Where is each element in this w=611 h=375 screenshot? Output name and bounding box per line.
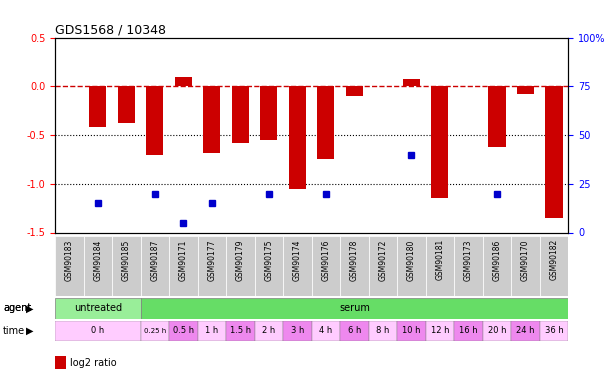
Bar [255,321,283,341]
Bar [340,236,368,296]
Bar [55,298,141,319]
Bar [169,321,197,341]
Bar [540,321,568,341]
Text: GSM90176: GSM90176 [321,239,331,281]
Bar [397,321,426,341]
Text: GSM90182: GSM90182 [549,239,558,280]
Text: serum: serum [339,303,370,313]
Bar [55,321,141,341]
Bar [283,236,312,296]
Bar [426,236,454,296]
Bar [232,86,249,143]
Bar [226,321,255,341]
Text: 16 h: 16 h [459,326,478,335]
Bar [346,86,363,96]
Text: 10 h: 10 h [402,326,420,335]
Bar [483,236,511,296]
Text: GSM90174: GSM90174 [293,239,302,281]
Text: GSM90177: GSM90177 [207,239,216,281]
Bar [169,236,197,296]
Bar [197,236,226,296]
Text: GSM90187: GSM90187 [150,239,159,280]
Bar [511,321,540,341]
Bar [289,86,306,189]
Text: 0.25 h: 0.25 h [144,328,166,334]
Text: GSM90181: GSM90181 [436,239,444,280]
Bar [84,236,112,296]
Text: GSM90179: GSM90179 [236,239,245,281]
Text: 8 h: 8 h [376,326,390,335]
Bar [55,356,65,369]
Text: GSM90173: GSM90173 [464,239,473,281]
Text: 1 h: 1 h [205,326,219,335]
Text: GSM90184: GSM90184 [93,239,102,280]
Text: GSM90170: GSM90170 [521,239,530,281]
Text: agent: agent [3,303,31,313]
Text: agent: agent [3,303,31,313]
Bar [403,80,420,86]
Bar [55,236,84,296]
Bar [483,321,511,341]
Text: GSM90183: GSM90183 [65,239,74,280]
Bar [312,236,340,296]
Text: ▶: ▶ [26,326,34,336]
Bar [175,76,192,86]
Bar [146,86,163,154]
Bar [546,86,563,218]
Bar [112,236,141,296]
Bar [488,86,505,147]
Bar [454,321,483,341]
Bar [312,321,340,341]
Bar [431,86,448,198]
Text: 4 h: 4 h [319,326,332,335]
Text: ▶: ▶ [26,303,34,313]
Bar [426,321,454,341]
Text: GDS1568 / 10348: GDS1568 / 10348 [55,23,166,36]
Bar [340,321,368,341]
Bar [89,86,106,127]
Text: 24 h: 24 h [516,326,535,335]
Text: 3 h: 3 h [291,326,304,335]
Text: GSM90171: GSM90171 [179,239,188,280]
Text: 1.5 h: 1.5 h [230,326,251,335]
Bar [283,321,312,341]
Bar [397,236,426,296]
Bar [540,236,568,296]
Bar [141,321,169,341]
Bar [454,236,483,296]
Text: log2 ratio: log2 ratio [70,358,117,368]
Text: time: time [3,326,25,336]
Bar [517,86,534,94]
Bar [141,298,568,319]
Text: GSM90175: GSM90175 [265,239,273,281]
Bar [197,321,226,341]
Bar [368,236,397,296]
Bar [203,86,221,153]
Bar [260,86,277,140]
Bar [226,236,255,296]
Text: GSM90185: GSM90185 [122,239,131,280]
Text: 0.5 h: 0.5 h [173,326,194,335]
Text: GSM90180: GSM90180 [407,239,416,280]
Bar [317,86,334,159]
Bar [118,86,135,123]
Text: GSM90186: GSM90186 [492,239,502,280]
Text: 0 h: 0 h [91,326,104,335]
Text: 6 h: 6 h [348,326,361,335]
Bar [511,236,540,296]
Text: untreated: untreated [74,303,122,313]
Text: 20 h: 20 h [488,326,506,335]
Bar [141,236,169,296]
Bar [368,321,397,341]
Text: 2 h: 2 h [262,326,276,335]
Text: 12 h: 12 h [431,326,449,335]
Text: GSM90172: GSM90172 [378,239,387,280]
Bar [255,236,283,296]
Text: GSM90178: GSM90178 [350,239,359,280]
Text: 36 h: 36 h [544,326,563,335]
